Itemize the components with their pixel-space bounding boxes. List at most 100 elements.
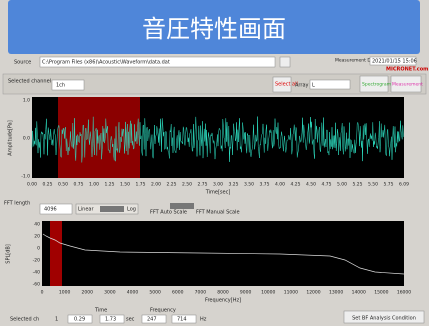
- banner: [8, 0, 420, 54]
- x-tick-label: 5.00: [337, 182, 347, 188]
- x-tick-label: 11000: [284, 290, 298, 296]
- waveform-y-label: Amplitude[Pa]: [8, 120, 14, 155]
- y-tick-label: -40: [33, 270, 40, 276]
- measurement: Measurement: [392, 82, 423, 88]
- spectrogram: Spectrogram: [362, 82, 391, 88]
- browse-button[interactable]: [279, 56, 291, 68]
- x-tick-label: 8000: [217, 290, 229, 296]
- fft-length-label: FFT length: [4, 201, 30, 207]
- source-field[interactable]: [39, 56, 276, 68]
- toggle[interactable]: [100, 206, 124, 212]
- date-label: Measurement Date: [335, 58, 378, 64]
- bottom-channel-label: Selected ch: [10, 317, 39, 323]
- time-unit: sec: [126, 317, 135, 323]
- freq-unit: Hz: [200, 317, 207, 323]
- x-tick-label: 2.25: [166, 182, 176, 188]
- x-tick-label: 0.00: [27, 182, 37, 188]
- x-tick-label: 12000: [306, 290, 320, 296]
- x-tick-label: 1000: [59, 290, 71, 296]
- x-tick-label: 0.50: [58, 182, 68, 188]
- time-start: 0.29: [74, 317, 85, 323]
- bf-button-label: Set BF Analysis Condition: [352, 316, 416, 322]
- frequency-band: [50, 221, 62, 286]
- x-tick-label: 3.50: [244, 182, 254, 188]
- spectrum-trace: [42, 233, 405, 275]
- array-field[interactable]: [309, 79, 351, 90]
- x-tick-label: 1.25: [104, 182, 114, 188]
- manual-scale: FFT Manual Scale: [196, 210, 240, 216]
- array-value: L: [312, 83, 315, 89]
- y-tick-label: 0.0: [23, 136, 30, 142]
- select-all-button[interactable]: [272, 76, 292, 93]
- y-tick-label: -20: [33, 258, 40, 264]
- spectrum-y-label: SPL[dB]: [6, 244, 12, 264]
- x-tick-label: 10000: [261, 290, 275, 296]
- waveform-x-label: Time[sec]: [205, 190, 231, 196]
- x-tick-label: 2.00: [151, 182, 161, 188]
- x-tick-label: 13000: [329, 290, 343, 296]
- y-tick-label: 0: [37, 246, 40, 252]
- array-label: Array: [295, 83, 309, 89]
- measurement-button[interactable]: [390, 75, 422, 93]
- y-tick-label: 40: [34, 222, 40, 228]
- freq-start-field[interactable]: [141, 314, 167, 324]
- logo: MICRONET.com: [386, 67, 428, 73]
- freq-end-field[interactable]: [171, 314, 197, 324]
- time-end-field[interactable]: [99, 314, 125, 324]
- fft-length-dropdown[interactable]: [39, 203, 73, 215]
- y-tick-label: 1.0: [23, 98, 30, 104]
- freq-label: Frequency: [150, 308, 176, 314]
- x-tick-label: 6000: [172, 290, 184, 296]
- x-tick-label: 4.00: [275, 182, 285, 188]
- select-all: Select all: [275, 82, 298, 88]
- x-tick-label: 4.75: [321, 182, 331, 188]
- x-tick-label: 0.25: [42, 182, 52, 188]
- x-tick-label: 1.75: [135, 182, 145, 188]
- x-tick-label: 5000: [149, 290, 161, 296]
- x-tick-label: 5.50: [368, 182, 378, 188]
- x-tick-label: 2.75: [197, 182, 207, 188]
- x-tick-label: 15000: [374, 290, 388, 296]
- waveform-trace: [31, 116, 404, 163]
- y-tick-label: 20: [34, 234, 40, 240]
- selection-band: [58, 97, 140, 178]
- y-tick-label: -1.0: [21, 174, 30, 180]
- x-tick-label: 5.75: [383, 182, 393, 188]
- x-tick-label: 9000: [240, 290, 252, 296]
- source-label: Source: [14, 60, 31, 66]
- x-tick-label: 16000: [397, 290, 411, 296]
- x-tick-label: 14000: [352, 290, 366, 296]
- fft-length: 4096: [44, 207, 57, 213]
- x-tick-label: 2.50: [182, 182, 192, 188]
- linear: Linear: [78, 207, 94, 213]
- time-end: 1.73: [105, 317, 116, 323]
- freq-end: 714: [177, 317, 187, 323]
- auto-toggle[interactable]: [170, 203, 194, 209]
- x-tick-label: 1.50: [120, 182, 130, 188]
- x-tick-label: 3000: [104, 290, 116, 296]
- auto-scale: FFT Auto Scale: [150, 210, 187, 216]
- x-tick-label: 6.09: [399, 182, 409, 188]
- time-label: Time: [94, 308, 107, 314]
- x-tick-label: 3.75: [259, 182, 269, 188]
- freq-start: 247: [147, 317, 157, 323]
- time-start-field[interactable]: [67, 314, 93, 324]
- log: Log: [127, 207, 136, 213]
- spectrum-x-label: Frequency[Hz]: [205, 298, 241, 304]
- bottom-channel: 1: [55, 317, 58, 323]
- x-tick-label: 5.25: [352, 182, 362, 188]
- bf-button[interactable]: [343, 310, 425, 324]
- x-tick-label: 2000: [82, 290, 94, 296]
- spectrogram-button[interactable]: [359, 75, 389, 93]
- banner-title: 音圧特性画面: [142, 15, 286, 43]
- x-tick-label: 0: [41, 290, 44, 296]
- date-field: [369, 56, 417, 66]
- y-tick-label: -60: [33, 282, 40, 288]
- channel-label: Selected channel: [8, 79, 51, 85]
- channel-dropdown[interactable]: [51, 79, 85, 91]
- x-tick-label: 4.50: [306, 182, 316, 188]
- x-tick-label: 1.00: [89, 182, 99, 188]
- x-tick-label: 3.25: [228, 182, 238, 188]
- channel-value: 1ch: [56, 83, 65, 89]
